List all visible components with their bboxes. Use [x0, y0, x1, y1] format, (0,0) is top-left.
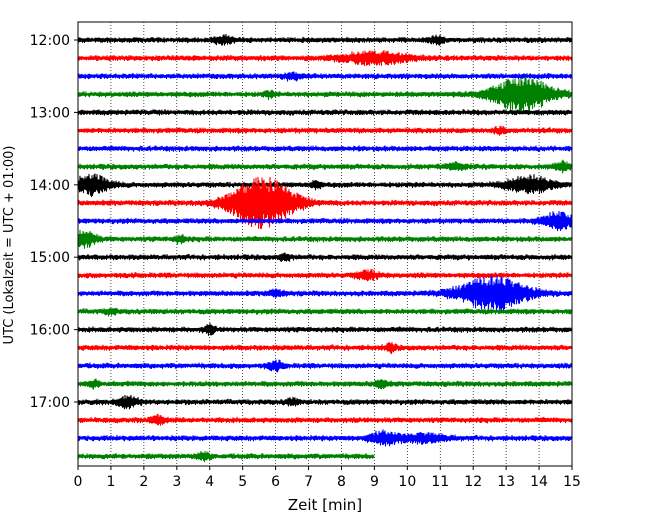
x-tick-label: 5	[238, 474, 247, 490]
x-tick-label: 9	[370, 474, 379, 490]
x-tick-label: 2	[139, 474, 148, 490]
trace-1530	[77, 274, 573, 313]
y-axis-label: UTC (Lokalzeit = UTC + 01:00)	[2, 146, 17, 345]
x-tick-label: 15	[563, 474, 581, 490]
y-axis-ticks: 12:00 13:00 14:00 15:00 16:00 17:00	[30, 33, 78, 411]
x-tick-label: 12	[464, 474, 482, 490]
x-tick-label: 0	[74, 474, 83, 490]
trace-1400	[77, 173, 573, 198]
x-tick-label: 10	[398, 474, 416, 490]
trace-1730	[77, 429, 573, 447]
x-tick-label: 1	[106, 474, 115, 490]
trace-1515	[77, 269, 573, 282]
trace-1745	[77, 450, 375, 463]
x-tick-label: 3	[172, 474, 181, 490]
axes-border	[77, 21, 573, 467]
grid-lines	[110, 22, 540, 466]
x-tick-label: 6	[271, 474, 280, 490]
trace-1215	[77, 49, 573, 67]
trace-1430	[77, 210, 573, 232]
x-tick-label: 4	[205, 474, 214, 490]
trace-1300	[77, 109, 573, 116]
y-tick-label: 15:00	[30, 250, 70, 266]
trace-1330	[77, 145, 573, 152]
trace-1200	[77, 33, 573, 46]
x-tick-label: 13	[497, 474, 515, 490]
trace-1615	[77, 341, 573, 355]
trace-1645	[77, 378, 573, 390]
trace-1630	[77, 359, 573, 373]
trace-1500	[77, 252, 573, 262]
x-tick-label: 7	[304, 474, 313, 490]
trace-1315	[77, 125, 573, 136]
trace-1715	[77, 413, 573, 426]
x-tick-label: 14	[530, 474, 548, 490]
trace-1445	[77, 229, 573, 249]
y-tick-label: 12:00	[30, 33, 70, 49]
trace-lines	[77, 33, 573, 463]
trace-1700	[77, 394, 573, 410]
trace-1545	[77, 307, 573, 317]
x-tick-label: 8	[337, 474, 346, 490]
y-tick-label: 13:00	[30, 105, 70, 121]
x-axis-label: Zeit [min]	[288, 496, 362, 514]
trace-1415	[77, 176, 573, 230]
x-tick-label: 11	[431, 474, 449, 490]
trace-1230	[77, 71, 573, 82]
axes-frame	[77, 21, 573, 467]
trace-1245	[77, 77, 573, 114]
y-tick-label: 16:00	[30, 323, 70, 339]
trace-1600	[77, 323, 573, 337]
y-tick-label: 17:00	[30, 395, 70, 411]
trace-1345	[77, 159, 573, 174]
y-tick-label: 14:00	[30, 178, 70, 194]
x-axis-ticks: 0 1 2 3 4 5 6 7 8 9 10 11 12 13 14 15	[74, 466, 581, 490]
